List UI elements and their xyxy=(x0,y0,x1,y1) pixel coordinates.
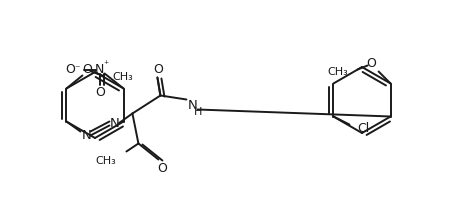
Text: CH₃: CH₃ xyxy=(112,71,133,82)
Text: ⁺: ⁺ xyxy=(103,60,108,69)
Text: CH₃: CH₃ xyxy=(328,67,349,76)
Text: CH₃: CH₃ xyxy=(96,156,117,167)
Text: N: N xyxy=(187,99,197,112)
Text: ⁻: ⁻ xyxy=(74,65,79,74)
Text: N: N xyxy=(82,129,91,142)
Text: N: N xyxy=(110,117,119,130)
Text: O: O xyxy=(153,63,163,76)
Text: O: O xyxy=(66,63,76,76)
Text: O: O xyxy=(158,162,168,175)
Text: O: O xyxy=(96,86,106,99)
Text: Cl: Cl xyxy=(357,122,370,135)
Text: O: O xyxy=(83,63,93,76)
Text: H: H xyxy=(194,107,202,116)
Text: N: N xyxy=(95,63,104,76)
Text: O: O xyxy=(367,57,377,70)
